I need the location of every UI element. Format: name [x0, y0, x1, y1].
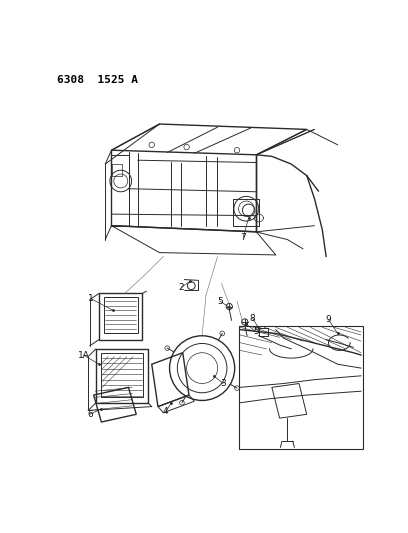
Text: 5: 5	[217, 297, 223, 305]
Text: 8: 8	[250, 313, 255, 322]
Text: 1A: 1A	[78, 351, 89, 360]
Text: 7: 7	[240, 233, 246, 241]
Text: 4: 4	[163, 408, 169, 416]
Bar	[239, 326, 363, 449]
Text: 2: 2	[178, 283, 184, 292]
Text: 6308  1525 A: 6308 1525 A	[57, 75, 138, 85]
Text: 1: 1	[89, 294, 94, 303]
Text: 5: 5	[253, 327, 259, 336]
Text: 9: 9	[326, 315, 331, 324]
Text: 3: 3	[220, 379, 226, 388]
Text: 6: 6	[87, 410, 93, 419]
